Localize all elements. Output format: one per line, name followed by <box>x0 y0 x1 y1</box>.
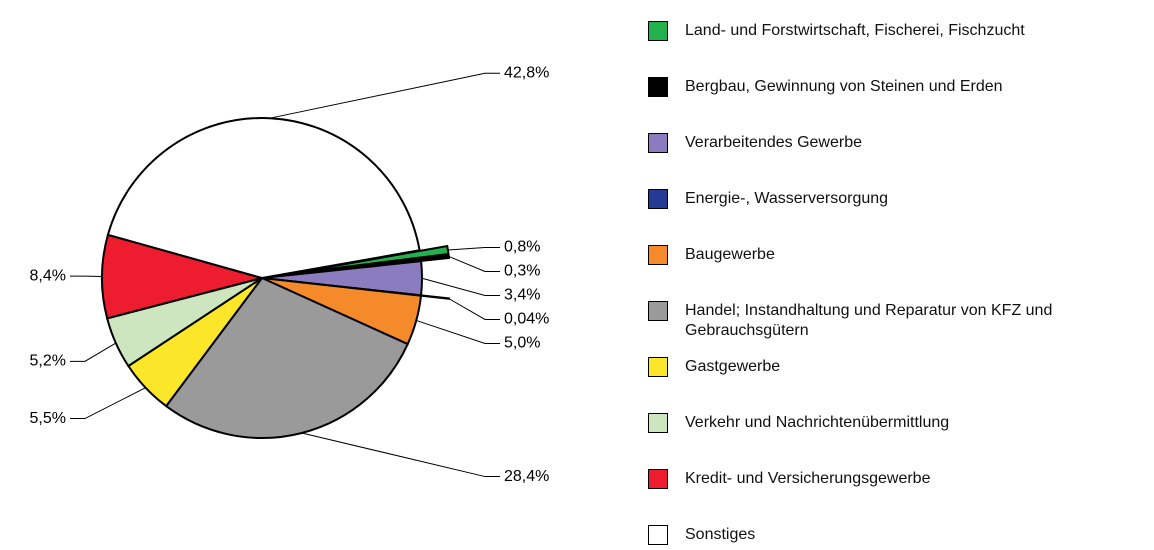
pie-slice <box>101 233 266 320</box>
legend-swatch <box>648 245 668 265</box>
legend-swatch <box>648 357 668 377</box>
data-label: 42,8% <box>504 64 549 81</box>
pie-slice <box>164 276 410 439</box>
legend-item: Bergbau, Gewinnung von Steinen und Erden <box>648 77 1148 97</box>
legend-swatch <box>648 301 668 321</box>
legend-label: Verarbeitendes Gewerbe <box>685 134 862 151</box>
data-label: 0,8% <box>504 239 540 256</box>
legend-item: Verarbeitendes Gewerbe <box>648 133 1148 153</box>
legend-label: Kredit- und Versicherungsgewerbe <box>685 470 931 487</box>
data-label: 0,04% <box>504 311 549 328</box>
pie-slice <box>106 117 421 280</box>
legend-swatch <box>648 133 668 153</box>
leader-line <box>301 432 500 478</box>
legend-label: Baugewerbe <box>685 246 775 263</box>
legend-swatch <box>648 525 668 545</box>
legend-item: Land- und Forstwirtschaft, Fischerei, Fi… <box>648 21 1148 41</box>
legend-swatch <box>648 469 668 489</box>
data-label: 5,0% <box>504 335 540 352</box>
legend-label: Sonstiges <box>685 526 756 543</box>
legend-item: Sonstiges <box>648 525 1148 545</box>
legend-swatch <box>648 189 668 209</box>
legend-item: Kredit- und Versicherungsgewerbe <box>648 469 1148 489</box>
leader-line <box>421 277 500 296</box>
leader-line <box>70 342 117 362</box>
legend-label: Bergbau, Gewinnung von Steinen und Erden <box>685 78 1003 95</box>
legend-item: Baugewerbe <box>648 245 1148 265</box>
legend-item: Gastgewerbe <box>648 357 1148 377</box>
legend-label: Land- und Forstwirtschaft, Fischerei, Fi… <box>685 22 1025 39</box>
leader-line <box>448 256 500 272</box>
data-label: 5,5% <box>30 410 66 427</box>
data-label: 5,2% <box>30 353 66 370</box>
legend-label: Handel; Instandhaltung und Reparatur von… <box>685 302 1053 339</box>
legend-swatch <box>648 77 668 97</box>
pie-area: 42,8% 0,8% 0,3% 3,4% 0,04% 5,0% 28,4% 8,4% 5,2% 5… <box>30 64 550 485</box>
leader-line <box>416 319 500 344</box>
data-label: 28,4% <box>504 468 549 485</box>
legend-item: Verkehr und Nachrichtenübermittlung <box>648 413 1148 433</box>
legend-label: Energie-, Wasserversorgung <box>685 190 889 207</box>
legend-label: Gastgewerbe <box>685 358 781 375</box>
legend-label: Verkehr und Nachrichtenübermittlung <box>685 414 950 431</box>
data-label: 0,3% <box>504 263 540 280</box>
legend-item: Energie-, Wasserversorgung <box>648 189 1148 209</box>
leader-line <box>447 246 500 251</box>
legend-swatch <box>648 413 668 433</box>
legend-item: Handel; Instandhaltung und Reparatur von… <box>648 301 1148 341</box>
leader-line <box>70 387 146 420</box>
legend-swatch <box>648 21 668 41</box>
data-label: 8,4% <box>30 267 66 284</box>
data-label: 3,4% <box>504 287 540 304</box>
leader-line <box>269 72 500 119</box>
leader-line <box>448 298 500 320</box>
